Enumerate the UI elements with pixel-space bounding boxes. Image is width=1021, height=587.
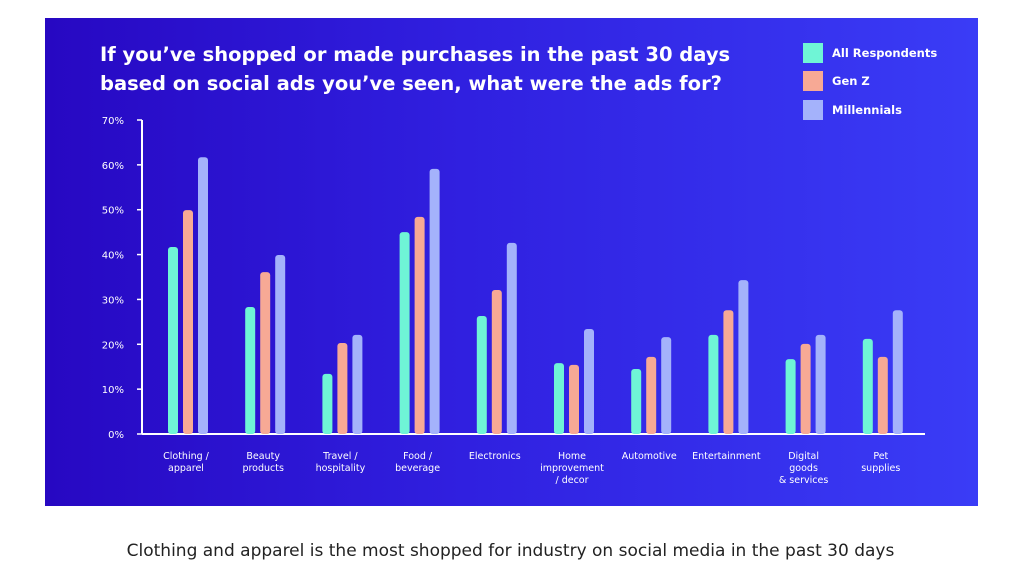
bar bbox=[892, 310, 903, 434]
bar bbox=[815, 334, 826, 434]
x-tick-label: goods bbox=[789, 463, 818, 474]
legend-label: All Respondents bbox=[832, 46, 938, 60]
x-tick-label: improvement bbox=[540, 463, 604, 474]
bar bbox=[183, 210, 193, 434]
bar bbox=[337, 342, 348, 434]
x-tick-label: Travel / bbox=[322, 451, 358, 462]
bar bbox=[476, 316, 487, 434]
x-tick-label: Digital bbox=[788, 451, 819, 462]
x-tick-label: Home bbox=[558, 451, 586, 462]
bar bbox=[429, 168, 440, 434]
bar bbox=[738, 280, 749, 434]
bar bbox=[723, 310, 734, 434]
x-tick-label: Clothing / bbox=[163, 451, 210, 462]
y-tick-label: 70% bbox=[102, 116, 124, 127]
legend-millennials: Millennials bbox=[803, 100, 902, 120]
legend-label: Gen Z bbox=[832, 74, 870, 88]
bar bbox=[708, 334, 719, 434]
x-tick-label: Entertainment bbox=[692, 451, 761, 462]
x-tick-label: hospitality bbox=[316, 463, 366, 474]
legend-swatch bbox=[803, 71, 823, 91]
legend-gen-z: Gen Z bbox=[803, 71, 870, 91]
y-tick-label: 30% bbox=[102, 295, 124, 306]
x-tick-label: apparel bbox=[168, 463, 204, 474]
y-tick-label: 0% bbox=[108, 430, 124, 441]
y-tick-label: 20% bbox=[102, 340, 124, 351]
bar bbox=[245, 307, 256, 434]
x-tick-label: Beauty bbox=[246, 451, 280, 462]
x-tick-label: Pet bbox=[873, 451, 888, 462]
caption: Clothing and apparel is the most shopped… bbox=[126, 541, 895, 561]
bar bbox=[661, 337, 672, 434]
bar bbox=[414, 216, 425, 434]
bar bbox=[785, 359, 796, 434]
bar bbox=[554, 363, 564, 434]
legend-label: Millennials bbox=[832, 103, 902, 117]
x-tick-label: & services bbox=[779, 475, 828, 486]
bar bbox=[491, 290, 502, 434]
bar bbox=[506, 242, 517, 434]
x-tick-label: supplies bbox=[861, 463, 900, 474]
bar bbox=[569, 364, 579, 434]
bar bbox=[168, 246, 178, 434]
x-tick-label: beverage bbox=[395, 463, 440, 474]
bar bbox=[800, 343, 811, 434]
bar bbox=[584, 329, 594, 434]
legend-all-respondents: All Respondents bbox=[803, 43, 937, 63]
y-tick-label: 50% bbox=[102, 206, 124, 217]
y-tick-label: 60% bbox=[102, 161, 124, 172]
x-tick-label: Food / bbox=[403, 451, 433, 462]
x-tick-label: Electronics bbox=[469, 451, 521, 462]
y-tick-label: 40% bbox=[102, 251, 124, 262]
chart-title: If you’ve shopped or made purchases in t… bbox=[100, 43, 731, 95]
bar bbox=[399, 232, 410, 434]
bar bbox=[877, 356, 888, 434]
bar bbox=[198, 157, 208, 434]
bar bbox=[260, 272, 271, 434]
bar bbox=[631, 368, 642, 434]
bar bbox=[275, 255, 286, 434]
bar bbox=[352, 334, 363, 434]
x-tick-label: Automotive bbox=[622, 451, 677, 462]
bar bbox=[646, 356, 657, 434]
y-tick-label: 10% bbox=[102, 385, 124, 396]
x-tick-label: products bbox=[242, 463, 284, 474]
legend-swatch bbox=[803, 100, 823, 120]
legend-swatch bbox=[803, 43, 823, 63]
bar bbox=[862, 338, 873, 434]
bar bbox=[322, 373, 333, 434]
x-tick-label: / decor bbox=[555, 475, 588, 486]
